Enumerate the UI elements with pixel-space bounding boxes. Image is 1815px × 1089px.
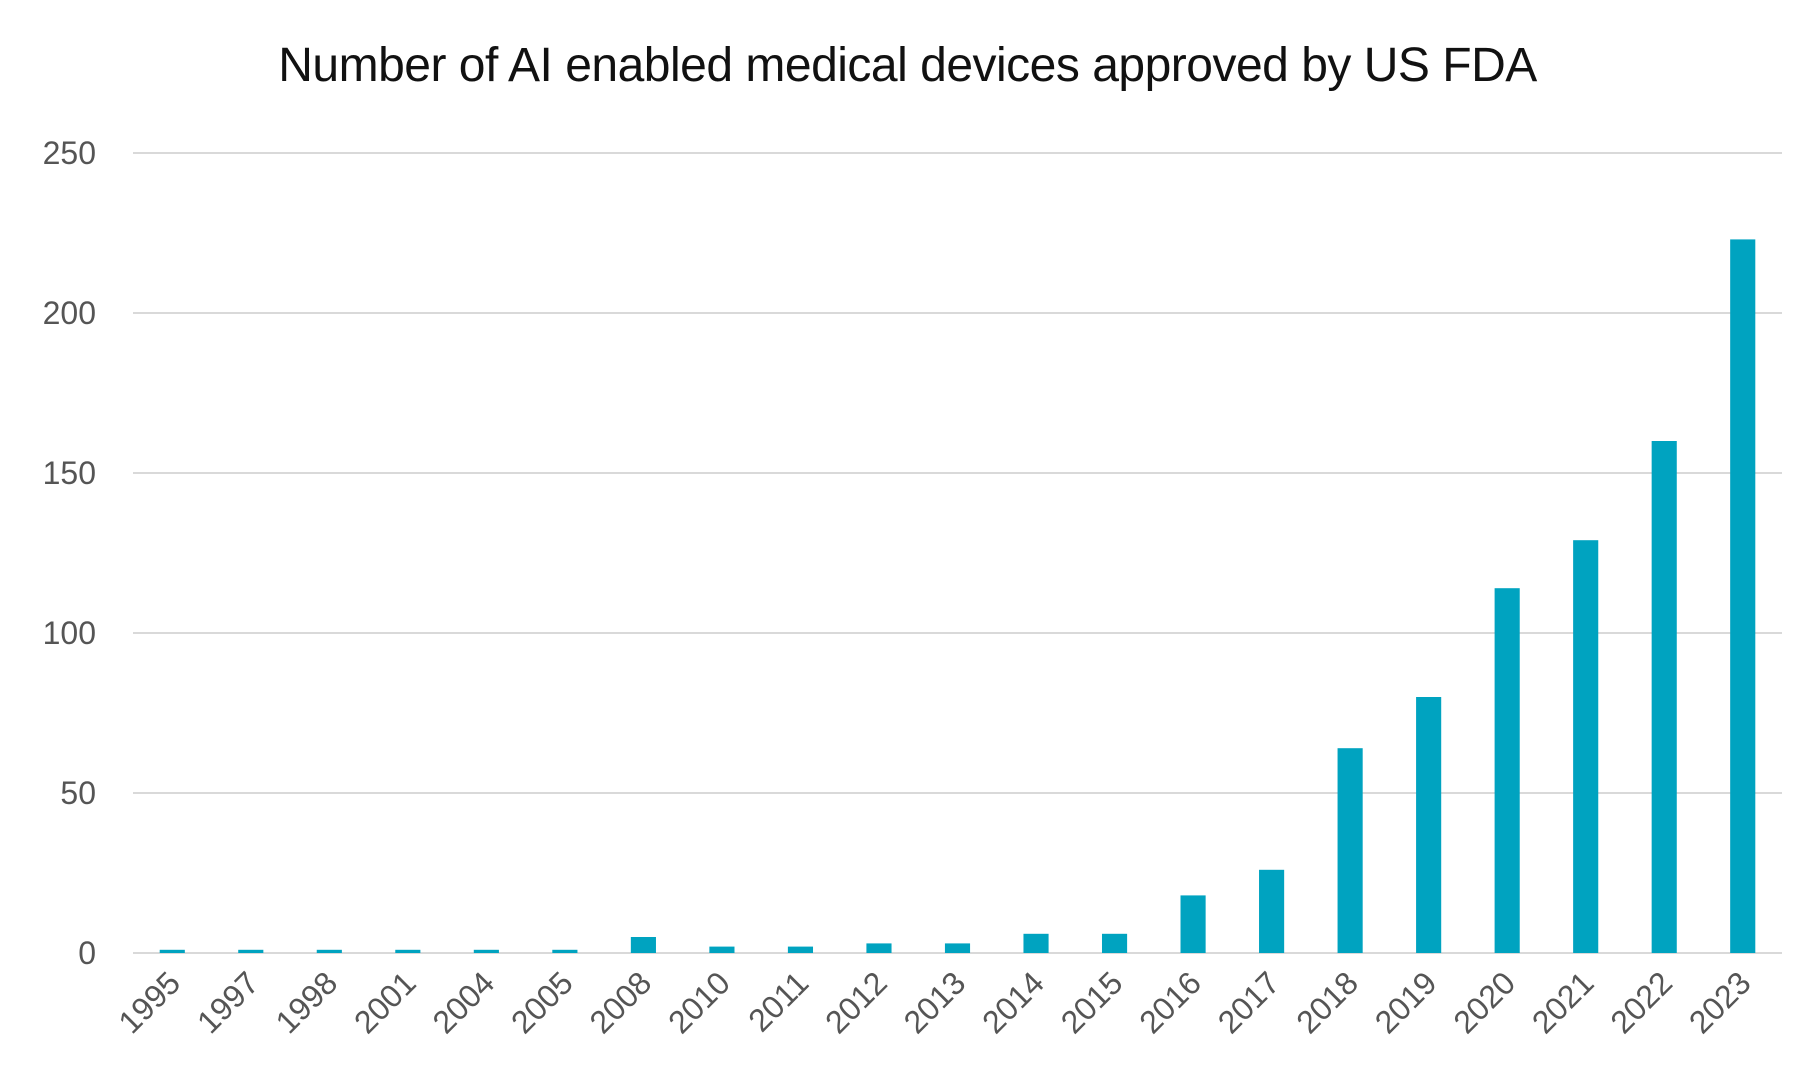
bar-2014 bbox=[1023, 933, 1049, 953]
x-tick-label: 2020 bbox=[1446, 964, 1522, 1040]
y-tick-label: 50 bbox=[60, 775, 96, 811]
x-tick-label: 1997 bbox=[190, 964, 266, 1040]
bars bbox=[159, 239, 1756, 953]
bar-1997 bbox=[238, 949, 264, 953]
bar-2018 bbox=[1337, 748, 1363, 953]
y-tick-label: 100 bbox=[43, 615, 96, 651]
bar-1995 bbox=[159, 949, 185, 953]
bar-2011 bbox=[787, 946, 814, 953]
x-tick-label: 2022 bbox=[1603, 964, 1679, 1040]
x-tick-label: 2011 bbox=[741, 964, 815, 1038]
x-tick-label: 2001 bbox=[347, 964, 423, 1040]
x-tick-label: 2012 bbox=[818, 964, 894, 1040]
x-tick-label: 2005 bbox=[504, 964, 580, 1040]
gridlines bbox=[133, 152, 1782, 954]
x-tick-label: 2019 bbox=[1368, 964, 1444, 1040]
bar-2012 bbox=[866, 943, 892, 953]
bar-2021 bbox=[1573, 540, 1599, 953]
bar-2010 bbox=[709, 946, 735, 953]
bar-2023 bbox=[1730, 239, 1756, 953]
x-axis-ticks: 1995 1997 1998 2001 2004 2005 2008 2010 2011 2012… bbox=[111, 964, 1757, 1040]
chart-title: Number of AI enabled medical devices app… bbox=[278, 39, 1537, 92]
x-tick-label: 1995 bbox=[111, 964, 187, 1040]
bar-2019 bbox=[1416, 697, 1442, 953]
x-tick-label: 2016 bbox=[1132, 964, 1208, 1040]
bar-2015 bbox=[1101, 933, 1128, 953]
x-tick-label: 2010 bbox=[661, 964, 737, 1040]
y-tick-label: 250 bbox=[43, 135, 96, 171]
bar-2005 bbox=[552, 949, 578, 953]
y-axis-ticks: 0 50 100 150 200 250 bbox=[43, 135, 96, 971]
bar-2001 bbox=[395, 949, 421, 953]
bar-2004 bbox=[473, 949, 499, 953]
y-tick-label: 150 bbox=[43, 455, 96, 491]
x-tick-label: 2015 bbox=[1054, 964, 1130, 1040]
y-tick-label: 0 bbox=[78, 935, 96, 971]
x-tick-label: 2008 bbox=[583, 964, 659, 1040]
x-tick-label: 2023 bbox=[1682, 964, 1758, 1040]
x-tick-label: 1998 bbox=[268, 964, 344, 1040]
bar-2022 bbox=[1651, 441, 1677, 953]
x-tick-label: 2004 bbox=[426, 964, 502, 1040]
bar-2008 bbox=[630, 937, 656, 953]
x-tick-label: 2021 bbox=[1525, 964, 1601, 1040]
bar-2020 bbox=[1494, 588, 1520, 953]
bar-2017 bbox=[1259, 869, 1285, 953]
bar-1998 bbox=[316, 949, 342, 953]
x-tick-label: 2014 bbox=[975, 964, 1051, 1040]
y-tick-label: 200 bbox=[43, 295, 96, 331]
bar-2016 bbox=[1180, 895, 1206, 953]
x-tick-label: 2017 bbox=[1211, 964, 1287, 1040]
x-tick-label: 2013 bbox=[897, 964, 973, 1040]
bar-2013 bbox=[944, 943, 971, 953]
x-tick-label: 2018 bbox=[1289, 964, 1365, 1040]
